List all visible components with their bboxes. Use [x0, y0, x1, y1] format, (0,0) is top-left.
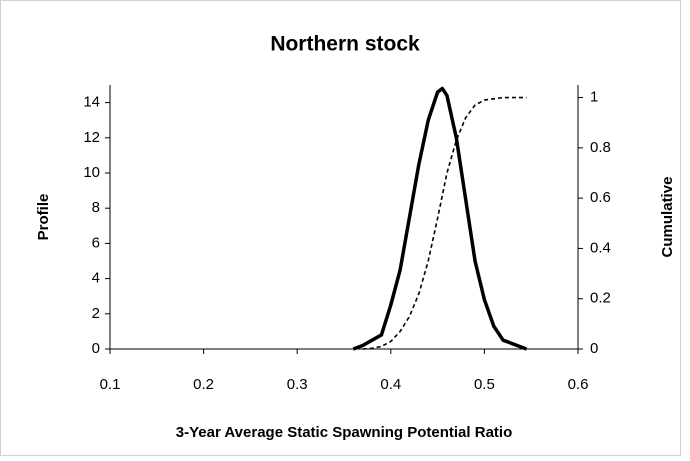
y2-tick-label: 0.4: [590, 239, 611, 256]
x-tick-label: 0.6: [568, 376, 589, 393]
y2-tick-label: 0.2: [590, 290, 611, 307]
y-tick-label: 8: [92, 199, 100, 216]
y-axis-title: Profile: [35, 194, 52, 241]
y-tick-label: 0: [92, 340, 100, 357]
y-tick-label: 14: [83, 94, 100, 111]
x-axis-title: 3-Year Average Static Spawning Potential…: [176, 424, 512, 441]
y-tick-label: 10: [83, 164, 100, 181]
y2-tick-label: 0.6: [590, 189, 611, 206]
chart-border: [0, 0, 681, 456]
x-tick-label: 0.2: [193, 376, 214, 393]
y2-tick-label: 1: [590, 89, 598, 106]
y-tick-label: 4: [92, 270, 100, 287]
y2-tick-label: 0.8: [590, 139, 611, 156]
y-tick-label: 12: [83, 129, 100, 146]
x-tick-label: 0.5: [474, 376, 495, 393]
y2-tick-label: 0: [590, 340, 598, 357]
series-line: [362, 96, 527, 350]
x-tick-label: 0.1: [100, 376, 121, 393]
y2-axis-title: Cumulative: [659, 177, 676, 258]
y-tick-label: 6: [92, 234, 100, 251]
x-tick-label: 0.3: [287, 376, 308, 393]
x-tick-label: 0.4: [380, 376, 401, 393]
chart-title: Northern stock: [270, 33, 420, 56]
series-line: [352, 86, 528, 351]
y-tick-label: 2: [92, 305, 100, 322]
